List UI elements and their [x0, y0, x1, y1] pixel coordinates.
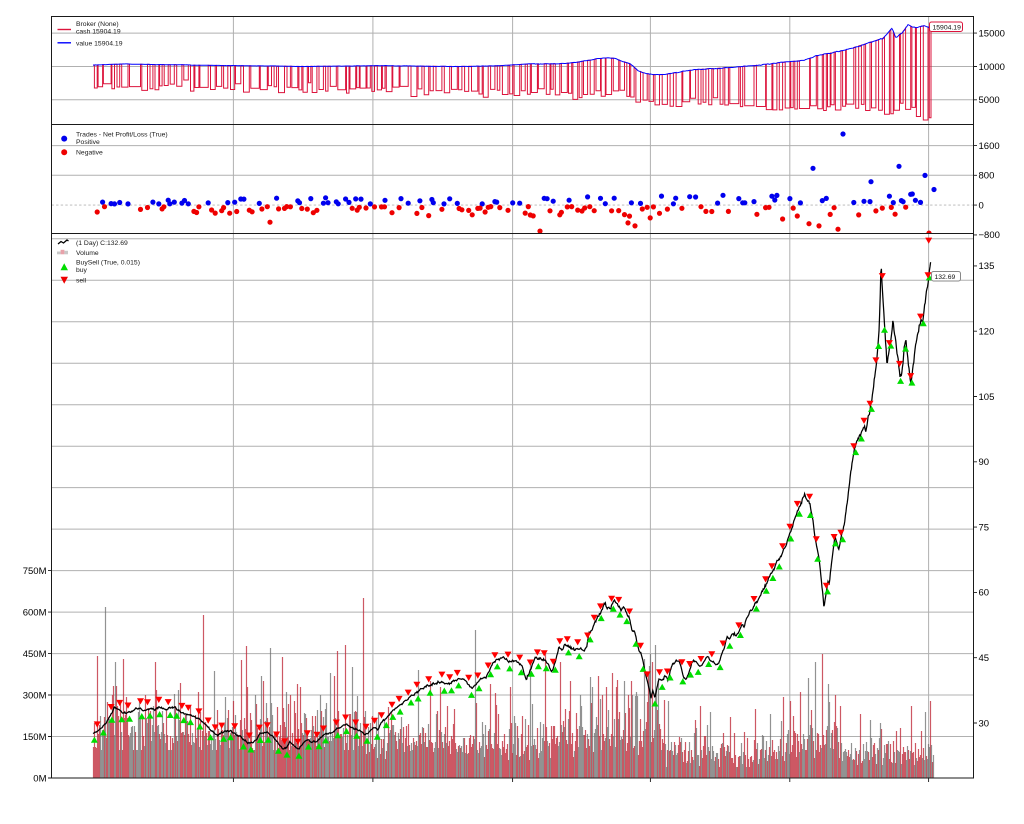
svg-text:105: 105 [979, 392, 995, 403]
svg-text:cash 15904.19: cash 15904.19 [76, 29, 121, 36]
svg-text:750M: 750M [23, 566, 47, 577]
svg-text:450M: 450M [23, 649, 47, 660]
svg-text:30: 30 [979, 718, 990, 729]
svg-text:10000: 10000 [979, 62, 1005, 73]
svg-text:600M: 600M [23, 607, 47, 618]
svg-text:132.69: 132.69 [935, 274, 956, 281]
svg-text:60: 60 [979, 588, 990, 599]
svg-text:0M: 0M [33, 773, 46, 784]
svg-text:800: 800 [979, 171, 995, 182]
svg-text:(1 Day) C:132.69: (1 Day) C:132.69 [76, 240, 128, 247]
svg-text:120: 120 [979, 327, 995, 338]
svg-text:150M: 150M [23, 732, 47, 743]
svg-text:Positive: Positive [76, 139, 100, 146]
svg-text:45: 45 [979, 653, 990, 664]
svg-text:value 15904.19: value 15904.19 [76, 40, 123, 47]
svg-text:Volume: Volume [76, 250, 99, 257]
svg-text:Trades - Net Profit/Loss (True: Trades - Net Profit/Loss (True) [76, 132, 168, 139]
svg-text:15904.19: 15904.19 [933, 25, 962, 32]
svg-text:5000: 5000 [979, 95, 1000, 106]
svg-text:−800: −800 [979, 230, 1000, 241]
svg-text:135: 135 [979, 261, 995, 272]
svg-text:buy: buy [76, 267, 88, 274]
svg-text:Negative: Negative [76, 150, 103, 157]
svg-text:Broker (None): Broker (None) [76, 21, 119, 28]
svg-text:15000: 15000 [979, 28, 1005, 39]
svg-text:0: 0 [979, 200, 984, 211]
svg-text:90: 90 [979, 457, 990, 468]
svg-text:sell: sell [76, 278, 87, 285]
svg-text:75: 75 [979, 522, 990, 533]
svg-text:300M: 300M [23, 690, 47, 701]
svg-text:BuySell (True, 0.015): BuySell (True, 0.015) [76, 259, 140, 266]
svg-text:1600: 1600 [979, 141, 1000, 152]
